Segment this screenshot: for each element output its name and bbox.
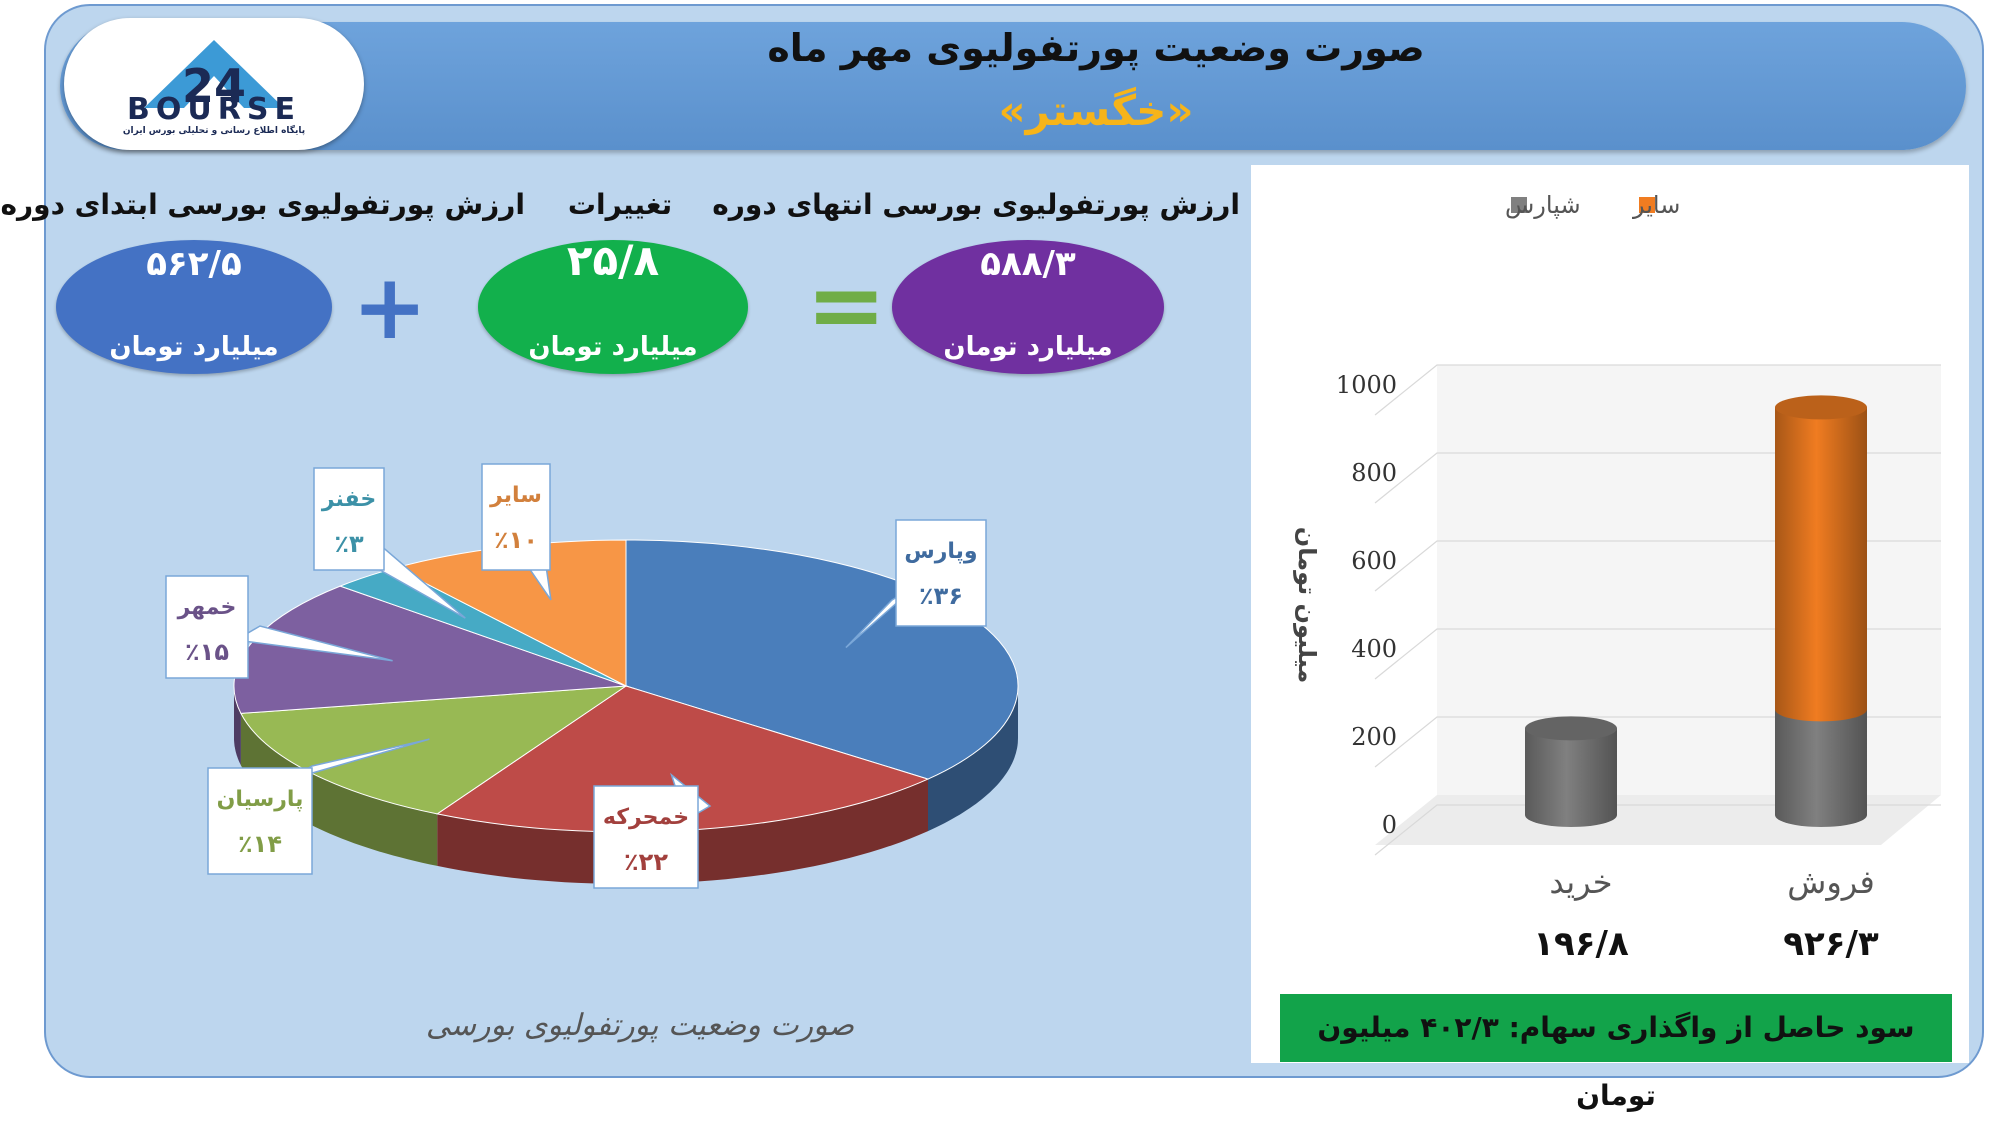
header-banner <box>60 22 1966 150</box>
pie-slice-1 <box>435 685 930 833</box>
pie-callout-1: خمحرکه ٪۲۲ <box>593 772 712 889</box>
end-value: ۵۸۸/۳ <box>980 244 1076 284</box>
plus-sign: + <box>352 255 428 360</box>
y-axis-label: میلیون تومان <box>1293 527 1321 684</box>
pie-callout-3: خمهر ٪۱۵ <box>165 575 393 679</box>
y-tick-label: 800 <box>1351 459 1397 487</box>
start-value-label: ارزش پورتفولیوی بورسی ابتدای دوره <box>0 188 525 221</box>
pie-side-2 <box>240 713 438 866</box>
pie-data-label: ٪۱۴ <box>238 830 282 858</box>
pie-callouts: وپارس ٪۳۶ خمحرکه ٪۲۲ پارسیان ٪۱۴ خمهر ٪۱۵ خفنر ٪۳… <box>165 463 987 889</box>
x-category-total: ۹۲۶/۳ <box>1783 924 1879 964</box>
page-subtitle: «خگستر» <box>998 86 1194 135</box>
bar-column-1 <box>1775 395 1867 827</box>
pie-category-label: پارسیان <box>217 787 304 812</box>
end-value-ellipse: ۵۸۸/۳ میلیارد تومان <box>892 240 1164 374</box>
logo-text: BOURSE <box>127 92 301 127</box>
pie-chart: وپارس ٪۳۶ خمحرکه ٪۲۲ پارسیان ٪۱۴ خمهر ٪۱۵ خفنر ٪۳… <box>165 463 1019 889</box>
bar-legend: سایر شپارس <box>1505 191 1680 219</box>
change-unit: میلیارد تومان <box>528 332 698 362</box>
pie-data-label: ٪۳ <box>334 530 364 558</box>
pie-data-label: ٪۲۲ <box>624 848 668 876</box>
bar-segment-شپارس <box>1525 728 1617 827</box>
equals-sign: = <box>806 249 887 361</box>
pie-category-label: خمهر <box>177 595 237 620</box>
pie-side-0 <box>928 686 1018 832</box>
legend-swatch <box>1511 197 1527 213</box>
pie-category-label: خمحرکه <box>603 805 689 830</box>
y-tick-label: 0 <box>1382 811 1397 839</box>
pie-category-label: وپارس <box>904 539 977 564</box>
bar-segment-سایر <box>1775 407 1867 722</box>
change-label: تغییرات <box>567 188 673 221</box>
x-category-label: فروش <box>1787 863 1874 901</box>
page-title: صورت وضعیت پورتفولیوی مهر ماه <box>767 26 1425 70</box>
pie-chart-title: صورت وضعیت پورتفولیوی بورسی <box>425 1008 855 1043</box>
pie-data-label: ٪۳۶ <box>919 582 963 610</box>
start-unit: میلیارد تومان <box>109 332 279 362</box>
change-value: ۲۵/۸ <box>566 236 660 285</box>
y-tick-label: 400 <box>1351 635 1397 663</box>
logo-number: 24 <box>182 59 246 113</box>
y-tick-label: 200 <box>1351 723 1397 751</box>
bar-segment-شپارس <box>1775 709 1867 827</box>
logo-subtext: پایگاه اطلاع رسانی و تحلیلی بورس ایران <box>122 126 306 136</box>
change-value-ellipse: ۲۵/۸ میلیارد تومان <box>478 236 748 374</box>
bar-cap <box>1525 716 1617 741</box>
pie-callout-4: خفنر ٪۳ <box>313 467 466 619</box>
y-tick-label: 1000 <box>1336 371 1397 399</box>
profit-banner: سود حاصل از واگذاری سهام: ۴۰۲/۳ میلیون ت… <box>1280 994 1952 1112</box>
logo-mark-icon: 24 <box>144 40 284 113</box>
pie-callout-0: وپارس ٪۳۶ <box>845 519 987 649</box>
pie-side-3 <box>234 686 241 766</box>
start-value: ۵۶۲/۵ <box>146 244 242 284</box>
y-tick-label: 600 <box>1351 547 1397 575</box>
pie-category-label: خفنر <box>321 487 376 512</box>
bar-gridlines: 0 200 400 600 800 1000 <box>1336 364 1941 856</box>
bar-chart: 0 200 400 600 800 1000 میلیون تومان سایر شپارس خر… <box>1293 191 1941 964</box>
legend-label: سایر <box>1632 191 1680 219</box>
pie-callout-2: پارسیان ٪۱۴ <box>207 738 430 875</box>
pie-slice-3 <box>233 585 627 714</box>
bar-series <box>1525 395 1867 827</box>
logo: 24 BOURSE پایگاه اطلاع رسانی و تحلیلی بو… <box>64 18 364 150</box>
bar-column-0 <box>1525 716 1617 827</box>
pie-data-label: ٪۱۵ <box>185 638 229 666</box>
x-category-label: خرید <box>1549 863 1612 901</box>
bar-cap <box>1775 395 1867 420</box>
start-value-ellipse: ۵۶۲/۵ میلیارد تومان <box>56 240 332 374</box>
end-unit: میلیارد تومان <box>943 332 1113 362</box>
pie-data-label: ٪۱۰ <box>494 526 538 554</box>
end-value-label: ارزش پورتفولیوی بورسی انتهای دوره <box>712 188 1240 221</box>
pie-callout-5: سایر ٪۱۰ <box>481 463 552 601</box>
pie-category-label: سایر <box>489 483 542 508</box>
legend-label: شپارس <box>1505 191 1581 219</box>
legend-swatch <box>1639 197 1655 213</box>
x-category-total: ۱۹۶/۸ <box>1533 924 1629 964</box>
